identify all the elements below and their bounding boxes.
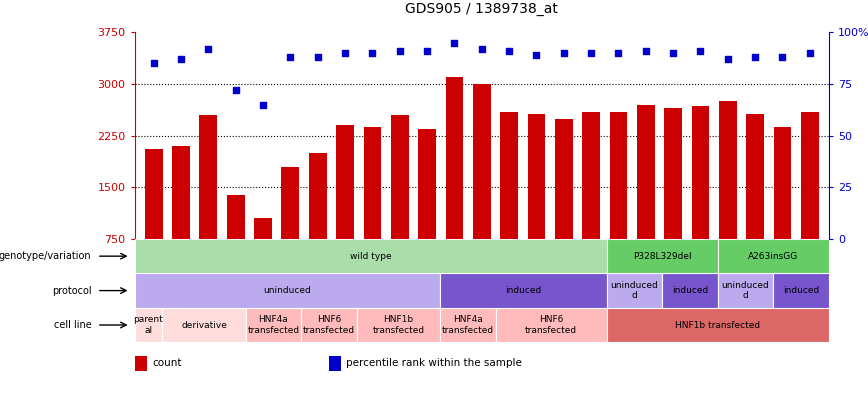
Bar [662, 273, 718, 308]
Point [529, 52, 543, 58]
Bar [607, 308, 829, 342]
Bar [254, 218, 272, 291]
Bar [172, 146, 190, 291]
Text: HNF1b
transfected: HNF1b transfected [372, 315, 424, 335]
Point [201, 46, 215, 52]
Text: HNF4a
transfected: HNF4a transfected [442, 315, 494, 335]
Point [502, 48, 516, 54]
Bar [637, 104, 654, 291]
Bar [801, 111, 819, 291]
Bar [301, 308, 357, 342]
Bar [719, 101, 737, 291]
Bar [607, 239, 718, 273]
Bar [609, 111, 628, 291]
Text: uninduced
d: uninduced d [610, 281, 659, 300]
Point [420, 48, 434, 54]
Point [556, 50, 570, 56]
Bar [440, 273, 607, 308]
Text: wild type: wild type [350, 252, 391, 261]
Bar [391, 115, 409, 291]
Point [611, 50, 625, 56]
Bar [528, 114, 545, 291]
Point [584, 50, 598, 56]
Text: HNF1b transfected: HNF1b transfected [675, 320, 760, 330]
Bar [664, 108, 682, 291]
Bar [418, 129, 436, 291]
Point [803, 50, 817, 56]
Bar [200, 115, 217, 291]
Text: induced: induced [783, 286, 819, 295]
Point [775, 54, 789, 60]
Text: percentile rank within the sample: percentile rank within the sample [346, 358, 523, 369]
Bar [473, 84, 490, 291]
Bar [445, 77, 464, 291]
Bar [582, 111, 600, 291]
Bar [227, 195, 245, 291]
Text: uninduced
d: uninduced d [721, 281, 770, 300]
Bar [281, 167, 299, 291]
Bar [135, 308, 162, 342]
Bar [773, 273, 829, 308]
Bar [135, 239, 607, 273]
Point [694, 48, 707, 54]
Text: HNF6
transfected: HNF6 transfected [303, 315, 355, 335]
Bar [773, 127, 792, 291]
Point [393, 48, 407, 54]
Point [639, 48, 653, 54]
Point [720, 56, 734, 62]
Point [448, 40, 462, 46]
Point [339, 50, 352, 56]
Text: parent
al: parent al [134, 315, 163, 335]
Bar [718, 239, 829, 273]
Bar [607, 273, 662, 308]
Point [147, 60, 161, 67]
Bar [336, 126, 354, 291]
Point [311, 54, 325, 60]
Text: induced: induced [672, 286, 708, 295]
Bar [135, 273, 440, 308]
Text: A263insGG: A263insGG [748, 252, 799, 261]
Point [284, 54, 298, 60]
Text: P328L329del: P328L329del [633, 252, 692, 261]
Bar [329, 356, 341, 371]
Bar [357, 308, 440, 342]
Text: induced: induced [505, 286, 542, 295]
Bar [746, 114, 764, 291]
Text: HNF4a
transfected: HNF4a transfected [247, 315, 299, 335]
Bar [500, 111, 518, 291]
Bar [440, 308, 496, 342]
Bar [309, 153, 326, 291]
Text: GDS905 / 1389738_at: GDS905 / 1389738_at [405, 2, 558, 16]
Point [748, 54, 762, 60]
Bar [246, 308, 301, 342]
Text: uninduced: uninduced [263, 286, 312, 295]
Point [256, 102, 270, 108]
Text: count: count [152, 358, 181, 369]
Point [475, 46, 489, 52]
Point [229, 87, 243, 94]
Bar [135, 356, 147, 371]
Bar [145, 149, 162, 291]
Bar [496, 308, 607, 342]
Point [365, 50, 379, 56]
Point [666, 50, 680, 56]
Text: protocol: protocol [52, 286, 91, 296]
Point [174, 56, 188, 62]
Bar [692, 106, 709, 291]
Bar [555, 119, 573, 291]
Text: derivative: derivative [181, 320, 227, 330]
Bar [162, 308, 246, 342]
Text: cell line: cell line [54, 320, 91, 330]
Bar [718, 273, 773, 308]
Text: genotype/variation: genotype/variation [0, 251, 91, 261]
Text: HNF6
transfected: HNF6 transfected [525, 315, 577, 335]
Bar [364, 127, 381, 291]
